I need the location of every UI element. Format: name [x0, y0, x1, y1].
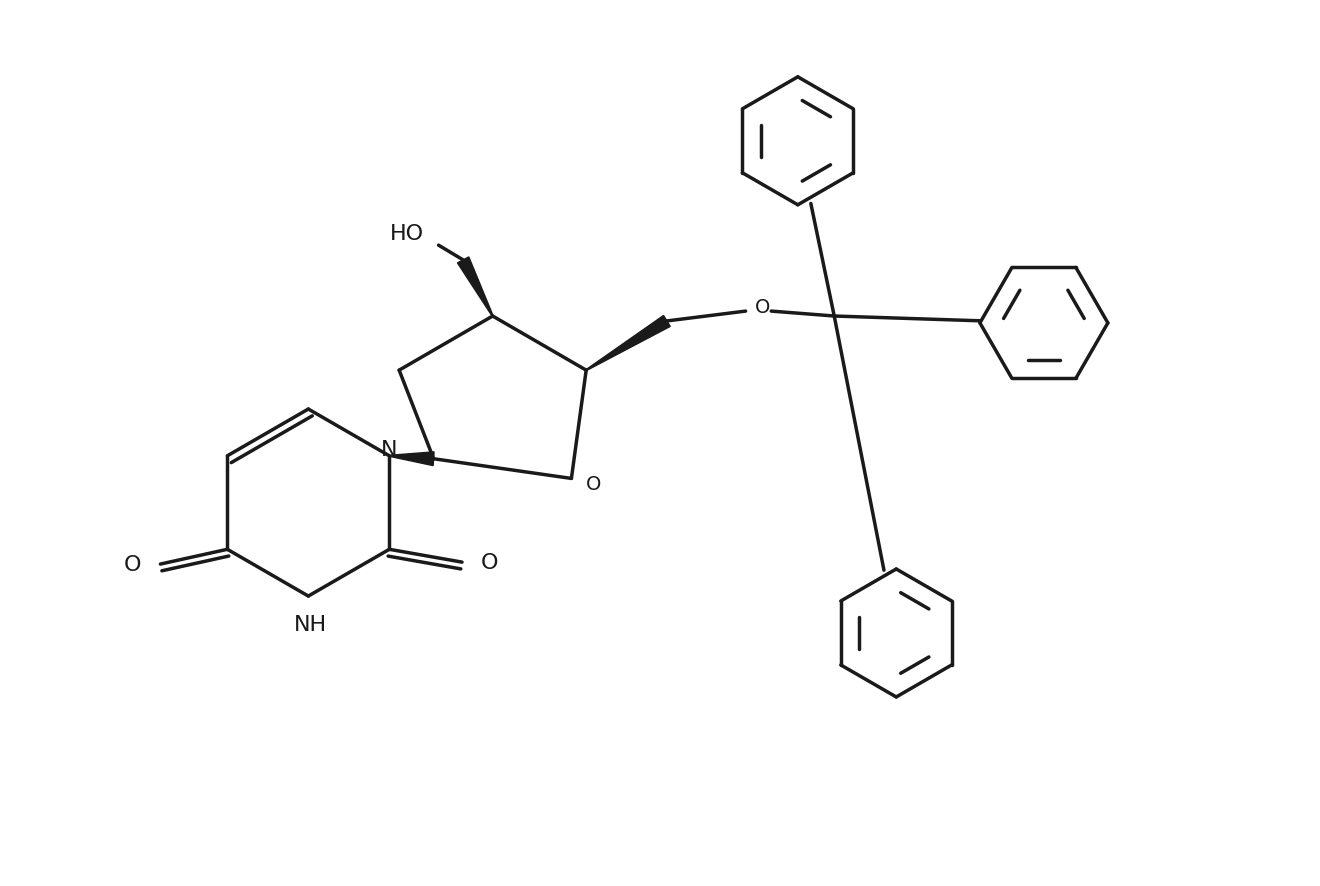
- Text: O: O: [585, 474, 601, 494]
- Text: O: O: [480, 553, 499, 572]
- Text: HO: HO: [389, 224, 424, 244]
- Text: O: O: [124, 555, 141, 574]
- Polygon shape: [458, 258, 494, 317]
- Polygon shape: [586, 316, 671, 371]
- Text: O: O: [755, 298, 770, 316]
- Polygon shape: [389, 453, 434, 466]
- Text: N: N: [381, 439, 397, 459]
- Text: NH: NH: [294, 614, 327, 633]
